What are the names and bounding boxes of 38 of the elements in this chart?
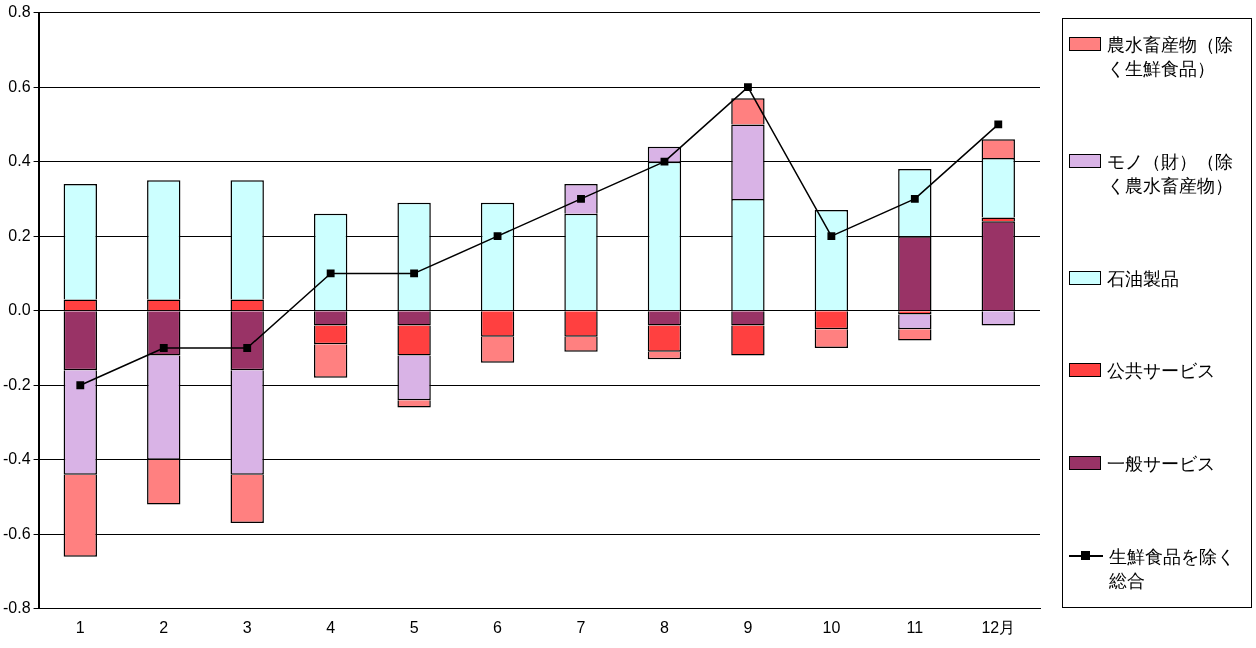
legend-label: 公共サービス xyxy=(1107,359,1215,384)
legend-label: 石油製品 xyxy=(1107,266,1179,291)
y-tick-label: -0.2 xyxy=(2,375,31,393)
x-tick-label: 8 xyxy=(660,618,670,636)
x-tick-label: 4 xyxy=(326,618,336,636)
point xyxy=(76,381,85,390)
y-tick-label: 0.8 xyxy=(8,3,31,21)
x-tick-label: 9 xyxy=(743,618,753,636)
x-tick-label: 10 xyxy=(822,618,841,636)
legend-label: 農水畜産物（除く生鮮食品） xyxy=(1107,33,1234,81)
x-tick-label: 5 xyxy=(409,618,419,636)
y-tick-label: 0.6 xyxy=(8,77,31,95)
point xyxy=(159,344,168,352)
point xyxy=(743,83,752,92)
y-tick-label: 0.0 xyxy=(8,301,31,319)
x-tick-label: 1 xyxy=(75,618,85,636)
point xyxy=(243,344,252,352)
legend-label: モノ（財）（除く農水畜産物） xyxy=(1107,149,1234,198)
x-tick-label: 11 xyxy=(906,618,924,636)
y-tick-label: 0.2 xyxy=(8,226,31,244)
point xyxy=(994,120,1003,129)
legend-label: 一般サービス xyxy=(1107,452,1215,477)
y-tick-label: -0.6 xyxy=(2,524,31,542)
y-tick-label: -0.4 xyxy=(2,450,31,468)
x-tick-label: 12月 xyxy=(981,618,1016,636)
point xyxy=(493,232,502,241)
x-tick-label: 6 xyxy=(493,618,503,636)
point xyxy=(910,194,919,203)
legend-label: 生鮮食品を除く総合 xyxy=(1109,545,1236,593)
y-tick-label: -0.8 xyxy=(2,599,31,617)
y-tick-label: 0.4 xyxy=(8,152,31,170)
x-tick-label: 7 xyxy=(576,618,586,636)
point xyxy=(410,269,419,278)
point xyxy=(827,232,836,241)
point xyxy=(660,157,669,166)
x-tick-label: 2 xyxy=(159,618,169,636)
x-tick-label: 3 xyxy=(242,618,252,636)
point xyxy=(326,269,335,278)
